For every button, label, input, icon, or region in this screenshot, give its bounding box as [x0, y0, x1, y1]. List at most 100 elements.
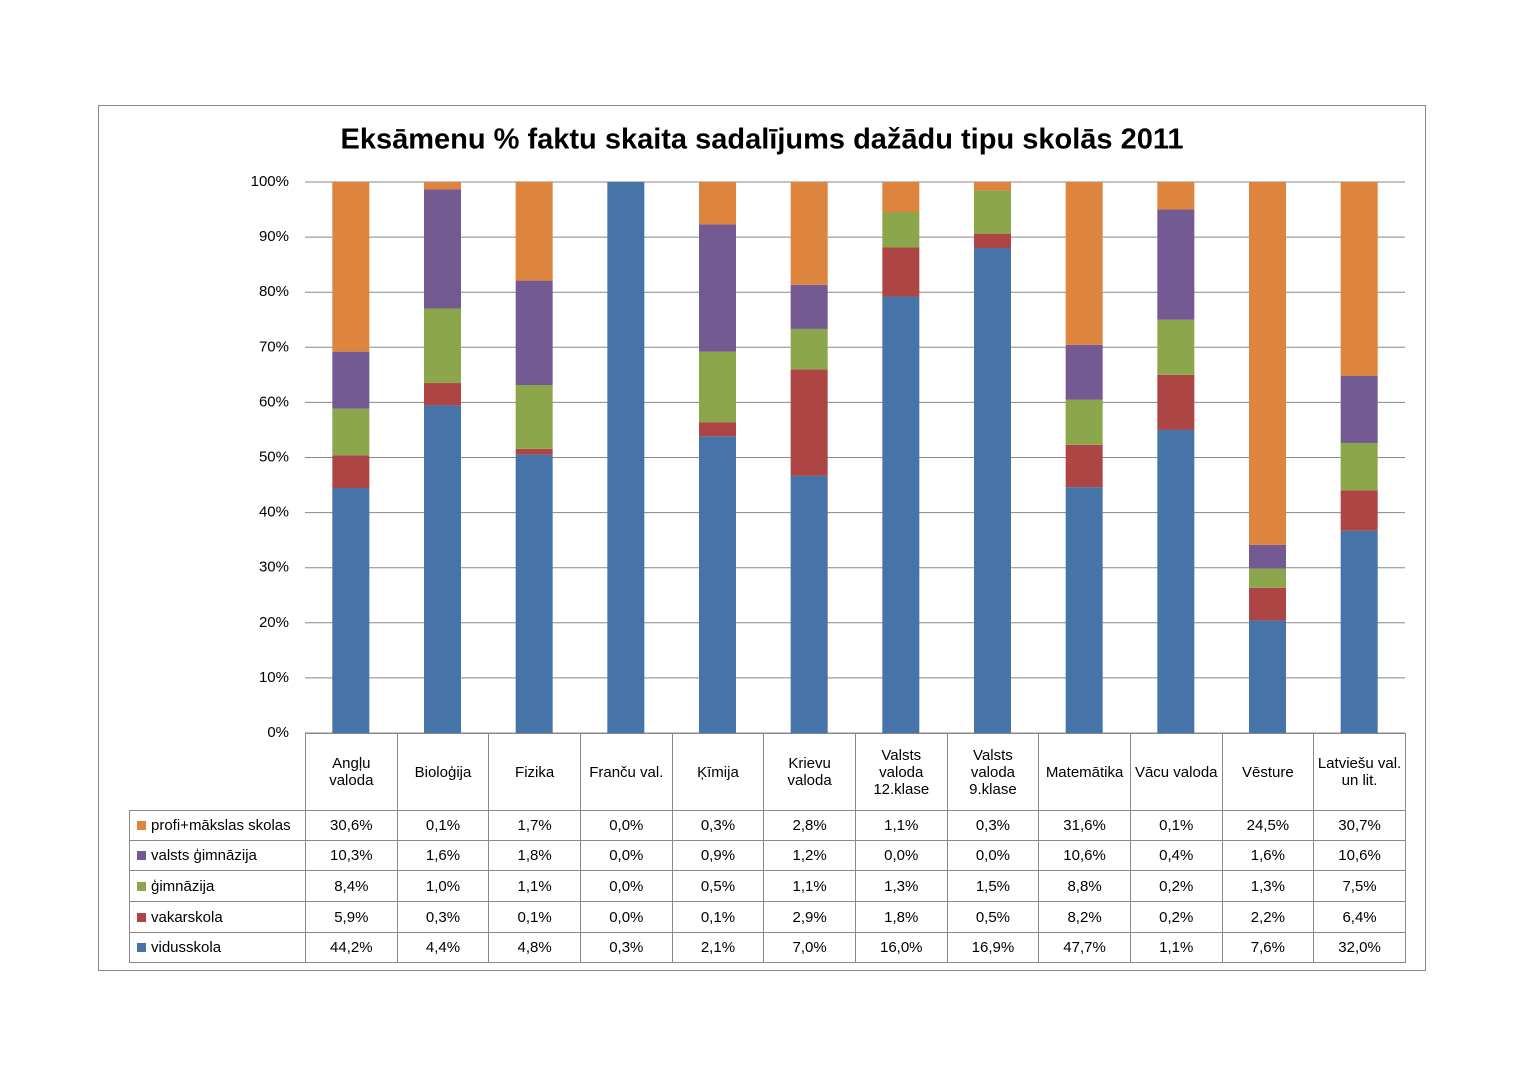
data-label: 1,8%	[488, 840, 581, 871]
data-label: 8,4%	[305, 870, 398, 902]
bar-segment	[1249, 620, 1286, 733]
data-label: 1,1%	[763, 870, 856, 902]
y-tick-label: 100%	[251, 173, 289, 190]
legend-swatch	[137, 821, 146, 830]
data-label: 7,5%	[1313, 870, 1406, 902]
bar-segment	[607, 182, 645, 733]
header-row: Angļu valoda Bioloģija Fizika Franču val. Ķī…	[130, 733, 1406, 811]
legend-entry: valsts ģimnāzija	[129, 840, 306, 871]
bar-segment	[1249, 182, 1286, 545]
data-label: 0,0%	[579, 870, 673, 902]
data-label: 2,8%	[763, 810, 856, 841]
data-label: 0,9%	[671, 840, 765, 871]
corner-cell	[130, 734, 306, 811]
x-tick-label: Vēsture	[1221, 733, 1315, 811]
data-label: 10,6%	[1313, 840, 1406, 871]
bar-segment	[790, 475, 828, 733]
data-label: 0,3%	[579, 932, 673, 963]
data-label: 0,3%	[396, 901, 490, 933]
bar-segment	[882, 247, 920, 297]
bar-segment	[1249, 568, 1286, 588]
bar-segment	[1340, 182, 1378, 376]
bar-segment	[1340, 530, 1378, 733]
y-tick-label: 10%	[259, 669, 289, 686]
y-tick-label: 40%	[259, 504, 289, 521]
legend-label: profi+mākslas skolas	[151, 817, 291, 834]
x-tick-label: Valsts valoda 12.klase	[854, 733, 948, 811]
data-label: 0,0%	[854, 840, 948, 871]
data-label: 1,1%	[1129, 932, 1223, 963]
bar-segment	[424, 383, 461, 406]
data-label: 31,6%	[1038, 810, 1131, 841]
data-label: 2,1%	[671, 932, 765, 963]
bar-segment	[1065, 399, 1103, 445]
x-tick-label: Valsts valoda 9.klase	[946, 733, 1040, 811]
bar-segment	[1157, 209, 1195, 320]
data-label: 1,1%	[488, 870, 581, 902]
y-tick-label: 60%	[259, 393, 289, 410]
data-label: 16,9%	[946, 932, 1040, 963]
bar-segment	[1249, 587, 1286, 621]
data-label: 5,9%	[305, 901, 398, 933]
bar-segment	[699, 182, 736, 225]
x-tick-label: Ķīmija	[671, 733, 765, 811]
data-label: 32,0%	[1313, 932, 1406, 963]
legend-label: vidusskola	[151, 939, 222, 956]
data-label: 0,0%	[579, 901, 673, 933]
y-tick-label: 20%	[259, 614, 289, 631]
bar-segment	[1157, 429, 1195, 733]
data-label: 2,2%	[1221, 901, 1315, 933]
bar-segment	[1340, 375, 1378, 443]
bar-segment	[515, 280, 553, 385]
bar-segment	[332, 455, 370, 488]
bar-segment	[974, 233, 1011, 249]
bar-segment	[332, 182, 370, 352]
data-label: 0,0%	[579, 840, 673, 871]
data-label: 0,3%	[946, 810, 1040, 841]
bar-segment	[424, 182, 461, 190]
data-label: 1,3%	[854, 870, 948, 902]
data-label: 1,1%	[854, 810, 948, 841]
data-label: 30,6%	[305, 810, 398, 841]
bar-segment	[882, 182, 920, 213]
bar-segment	[1249, 544, 1286, 569]
bar-segment	[515, 448, 553, 455]
data-label: 0,1%	[396, 810, 490, 841]
bar-segment	[790, 284, 828, 329]
data-label: 0,3%	[671, 810, 765, 841]
legend-entry: vakarskola	[129, 901, 306, 933]
bar-segment	[699, 224, 736, 352]
data-label: 0,0%	[946, 840, 1040, 871]
data-label: 10,6%	[1038, 840, 1131, 871]
bar-segment	[882, 296, 920, 733]
x-tick-label: Krievu valoda	[763, 733, 856, 811]
data-label: 16,0%	[854, 932, 948, 963]
bar-segment	[790, 328, 828, 370]
data-label: 0,5%	[671, 870, 765, 902]
chart-title: Eksāmenu % faktu skaita sadalījums dažād…	[341, 124, 1184, 156]
legend-swatch	[137, 881, 146, 891]
bar-segment	[1157, 182, 1195, 210]
bar-segment	[515, 385, 553, 449]
bar-segment	[1340, 442, 1378, 491]
data-label: 0,1%	[488, 901, 581, 933]
bar-segment	[332, 408, 370, 456]
x-tick-label: Angļu valoda	[305, 733, 398, 811]
table-row: vakarskola 5,9% 0,3% 0,1% 0,0% 0,1% 2,9% 1,8% 0,…	[129, 901, 1406, 933]
x-tick-label: Fizika	[488, 733, 581, 811]
bar-segment	[424, 405, 461, 733]
y-tick-label: 90%	[259, 228, 289, 245]
bar-segment	[1157, 319, 1195, 375]
legend-label: vakarskola	[151, 908, 223, 926]
legend-entry: ģimnāzija	[129, 870, 306, 902]
data-label: 47,7%	[1038, 932, 1131, 963]
table-row: profi+mākslas skolas 30,6% 0,1% 1,7% 0,0% 0,3…	[129, 810, 1406, 841]
y-tick-label: 70%	[259, 338, 289, 355]
bar-segment	[790, 182, 828, 285]
data-label: 1,6%	[1221, 840, 1315, 871]
data-label: 0,5%	[946, 901, 1040, 933]
legend-swatch	[137, 912, 146, 922]
data-label: 8,8%	[1038, 870, 1131, 902]
bar-segment	[699, 351, 736, 423]
